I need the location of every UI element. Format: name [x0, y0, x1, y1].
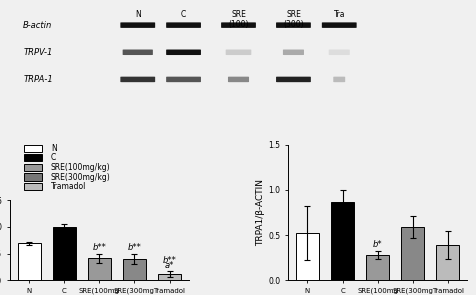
Text: C: C — [51, 153, 56, 162]
Bar — [366, 255, 388, 280]
Text: b**: b** — [127, 243, 141, 252]
Text: b**: b** — [92, 243, 106, 252]
Bar — [53, 227, 76, 280]
Bar — [24, 154, 42, 161]
Bar — [436, 245, 458, 280]
Bar — [296, 233, 318, 280]
Bar — [158, 274, 180, 280]
FancyBboxPatch shape — [120, 77, 155, 82]
Text: TRPV-1: TRPV-1 — [23, 48, 52, 57]
Bar — [18, 243, 40, 280]
Text: C: C — [180, 10, 186, 19]
Bar — [24, 145, 42, 152]
Text: SRE
(100): SRE (100) — [228, 10, 248, 29]
Text: SRE(100mg/kg): SRE(100mg/kg) — [51, 163, 110, 172]
FancyBboxPatch shape — [276, 22, 310, 28]
FancyBboxPatch shape — [122, 50, 152, 55]
Bar — [123, 259, 146, 280]
FancyBboxPatch shape — [166, 22, 200, 28]
Bar — [330, 201, 353, 280]
Text: Tra: Tra — [333, 10, 344, 19]
Text: N: N — [51, 144, 57, 153]
Bar — [88, 258, 110, 280]
FancyBboxPatch shape — [328, 50, 349, 55]
FancyBboxPatch shape — [276, 77, 310, 82]
Bar — [24, 183, 42, 191]
Text: b*: b* — [372, 240, 382, 250]
FancyBboxPatch shape — [166, 50, 200, 55]
FancyBboxPatch shape — [166, 77, 200, 82]
Text: b**: b** — [162, 256, 176, 265]
Bar — [400, 227, 423, 280]
Text: SRE(300mg/kg): SRE(300mg/kg) — [51, 173, 110, 182]
Text: TRPA-1: TRPA-1 — [23, 75, 53, 84]
Text: N: N — [135, 10, 140, 19]
Bar — [24, 173, 42, 181]
Bar — [24, 164, 42, 171]
FancyBboxPatch shape — [120, 22, 155, 28]
Text: Tramadol: Tramadol — [51, 182, 86, 191]
FancyBboxPatch shape — [228, 77, 248, 82]
Text: a*: a* — [165, 260, 174, 270]
FancyBboxPatch shape — [225, 50, 251, 55]
FancyBboxPatch shape — [221, 22, 255, 28]
FancyBboxPatch shape — [282, 50, 303, 55]
FancyBboxPatch shape — [321, 22, 356, 28]
Text: SRE
(300): SRE (300) — [283, 10, 303, 29]
Y-axis label: TRPA1/β-ACTIN: TRPA1/β-ACTIN — [256, 179, 265, 246]
FancyBboxPatch shape — [333, 77, 345, 82]
Text: B-actin: B-actin — [23, 21, 52, 30]
